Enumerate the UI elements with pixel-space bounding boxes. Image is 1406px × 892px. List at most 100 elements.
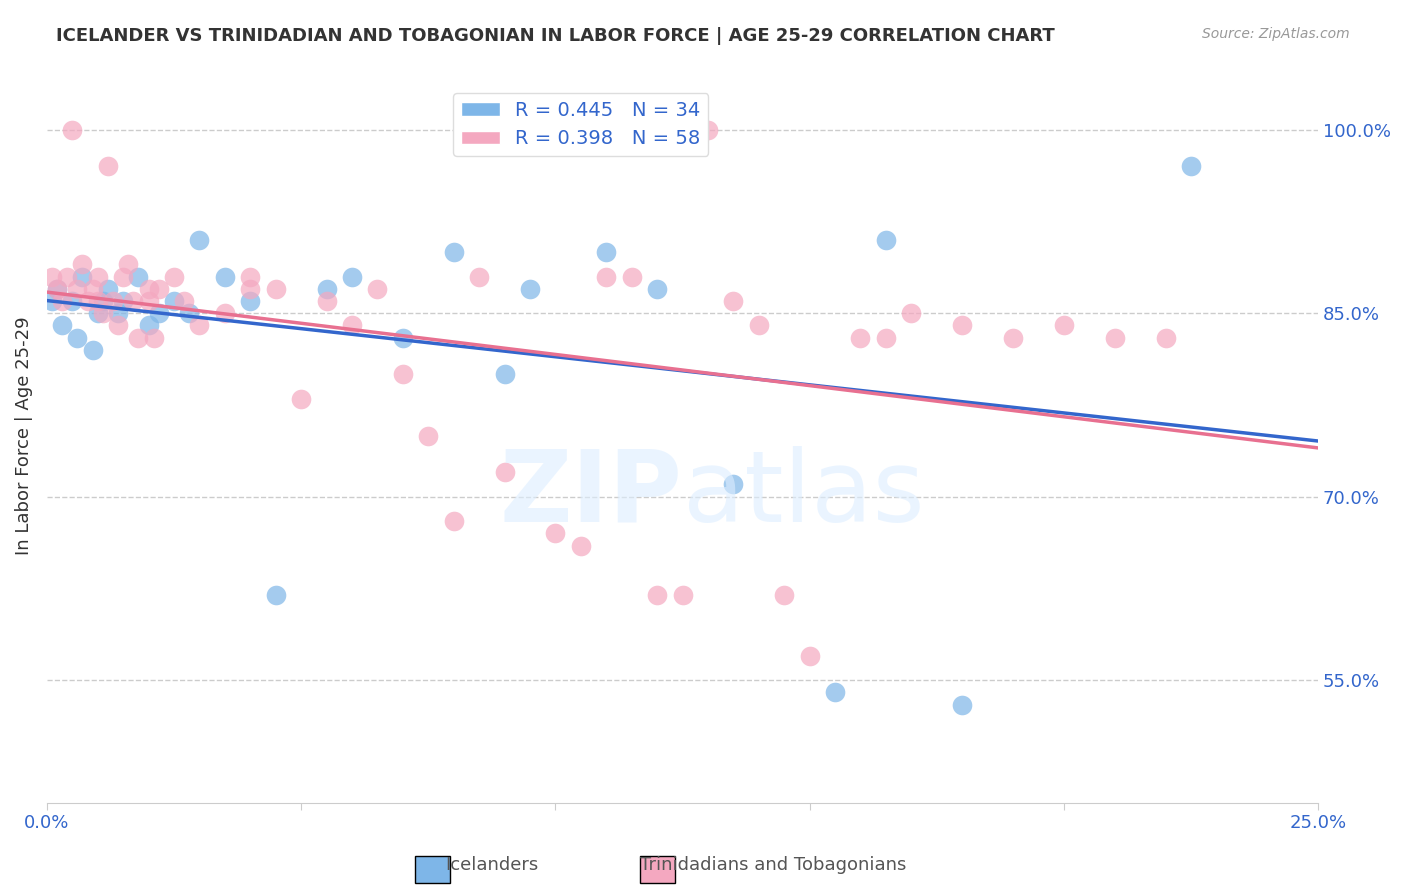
Point (569, 539, 592, 553)
Point (1104, 331, 1126, 345)
Point (46, 282, 69, 296)
Point (60, 293, 83, 308)
Point (148, 282, 170, 296)
Point (101, 293, 124, 308)
Point (418, 428, 440, 442)
Point (264, 588, 287, 602)
Point (163, 293, 186, 308)
Point (239, 269, 262, 284)
Point (66, 282, 89, 296)
Point (188, 233, 211, 247)
Point (214, 269, 236, 284)
Point (824, 685, 846, 699)
Point (82, 282, 104, 296)
Point (519, 282, 541, 296)
Point (315, 293, 337, 308)
Point (723, 477, 745, 491)
Point (76, 293, 98, 308)
Point (875, 331, 897, 345)
Point (595, 245, 617, 260)
Point (41, 269, 63, 284)
Point (620, 269, 643, 284)
Point (87, 293, 110, 308)
Point (723, 293, 745, 308)
Point (443, 514, 465, 528)
Point (264, 282, 287, 296)
Text: Icelanders: Icelanders (446, 856, 538, 874)
Point (875, 233, 897, 247)
Point (366, 282, 388, 296)
Point (340, 269, 363, 284)
Point (671, 588, 693, 602)
Point (595, 269, 617, 284)
Point (697, 122, 720, 136)
Point (494, 465, 516, 479)
Point (645, 282, 668, 296)
Point (950, 698, 973, 712)
Point (41, 293, 63, 308)
Point (117, 257, 139, 271)
Point (340, 318, 363, 333)
Point (82, 343, 104, 357)
Text: ICELANDER VS TRINIDADIAN AND TOBAGONIAN IN LABOR FORCE | AGE 25-29 CORRELATION C: ICELANDER VS TRINIDADIAN AND TOBAGONIAN … (56, 27, 1054, 45)
Text: Trinidadians and Tobagonians: Trinidadians and Tobagonians (640, 856, 907, 874)
Text: Source: ZipAtlas.com: Source: ZipAtlas.com (1202, 27, 1350, 41)
Point (142, 331, 165, 345)
Point (87, 306, 110, 320)
Point (60, 122, 83, 136)
Point (315, 282, 337, 296)
Point (51, 318, 73, 333)
Point (799, 648, 821, 663)
Point (56, 269, 79, 284)
Point (66, 331, 89, 345)
Point (1154, 331, 1177, 345)
Point (950, 318, 973, 333)
Point (72, 257, 94, 271)
Point (107, 306, 129, 320)
Point (173, 293, 195, 308)
Point (148, 306, 170, 320)
Point (112, 293, 135, 308)
Point (138, 293, 160, 308)
Point (468, 269, 491, 284)
Point (773, 588, 796, 602)
Point (97, 282, 120, 296)
Point (112, 269, 135, 284)
Point (849, 331, 872, 345)
Point (290, 392, 312, 406)
Point (443, 245, 465, 260)
Y-axis label: In Labor Force | Age 25-29: In Labor Force | Age 25-29 (15, 317, 32, 555)
Legend: R = 0.445   N = 34, R = 0.398   N = 58: R = 0.445 N = 34, R = 0.398 N = 58 (453, 93, 709, 156)
Point (900, 306, 922, 320)
Point (138, 282, 160, 296)
Point (91, 306, 114, 320)
Point (1180, 160, 1202, 174)
Point (214, 306, 236, 320)
Point (87, 269, 110, 284)
Point (97, 160, 120, 174)
Point (239, 293, 262, 308)
Point (239, 282, 262, 296)
Point (51, 293, 73, 308)
Point (179, 306, 201, 320)
Point (163, 269, 186, 284)
Point (188, 318, 211, 333)
Point (1053, 318, 1076, 333)
Point (544, 526, 567, 541)
Point (107, 318, 129, 333)
Point (138, 318, 160, 333)
Point (645, 588, 668, 602)
Point (1002, 331, 1025, 345)
Text: atlas: atlas (682, 446, 924, 543)
Point (127, 269, 149, 284)
Point (122, 293, 145, 308)
Point (72, 269, 94, 284)
Point (748, 318, 770, 333)
Point (494, 368, 516, 382)
Point (392, 331, 415, 345)
Text: ZIP: ZIP (499, 446, 682, 543)
Point (46, 282, 69, 296)
Point (91, 293, 114, 308)
Point (392, 368, 415, 382)
Point (127, 331, 149, 345)
